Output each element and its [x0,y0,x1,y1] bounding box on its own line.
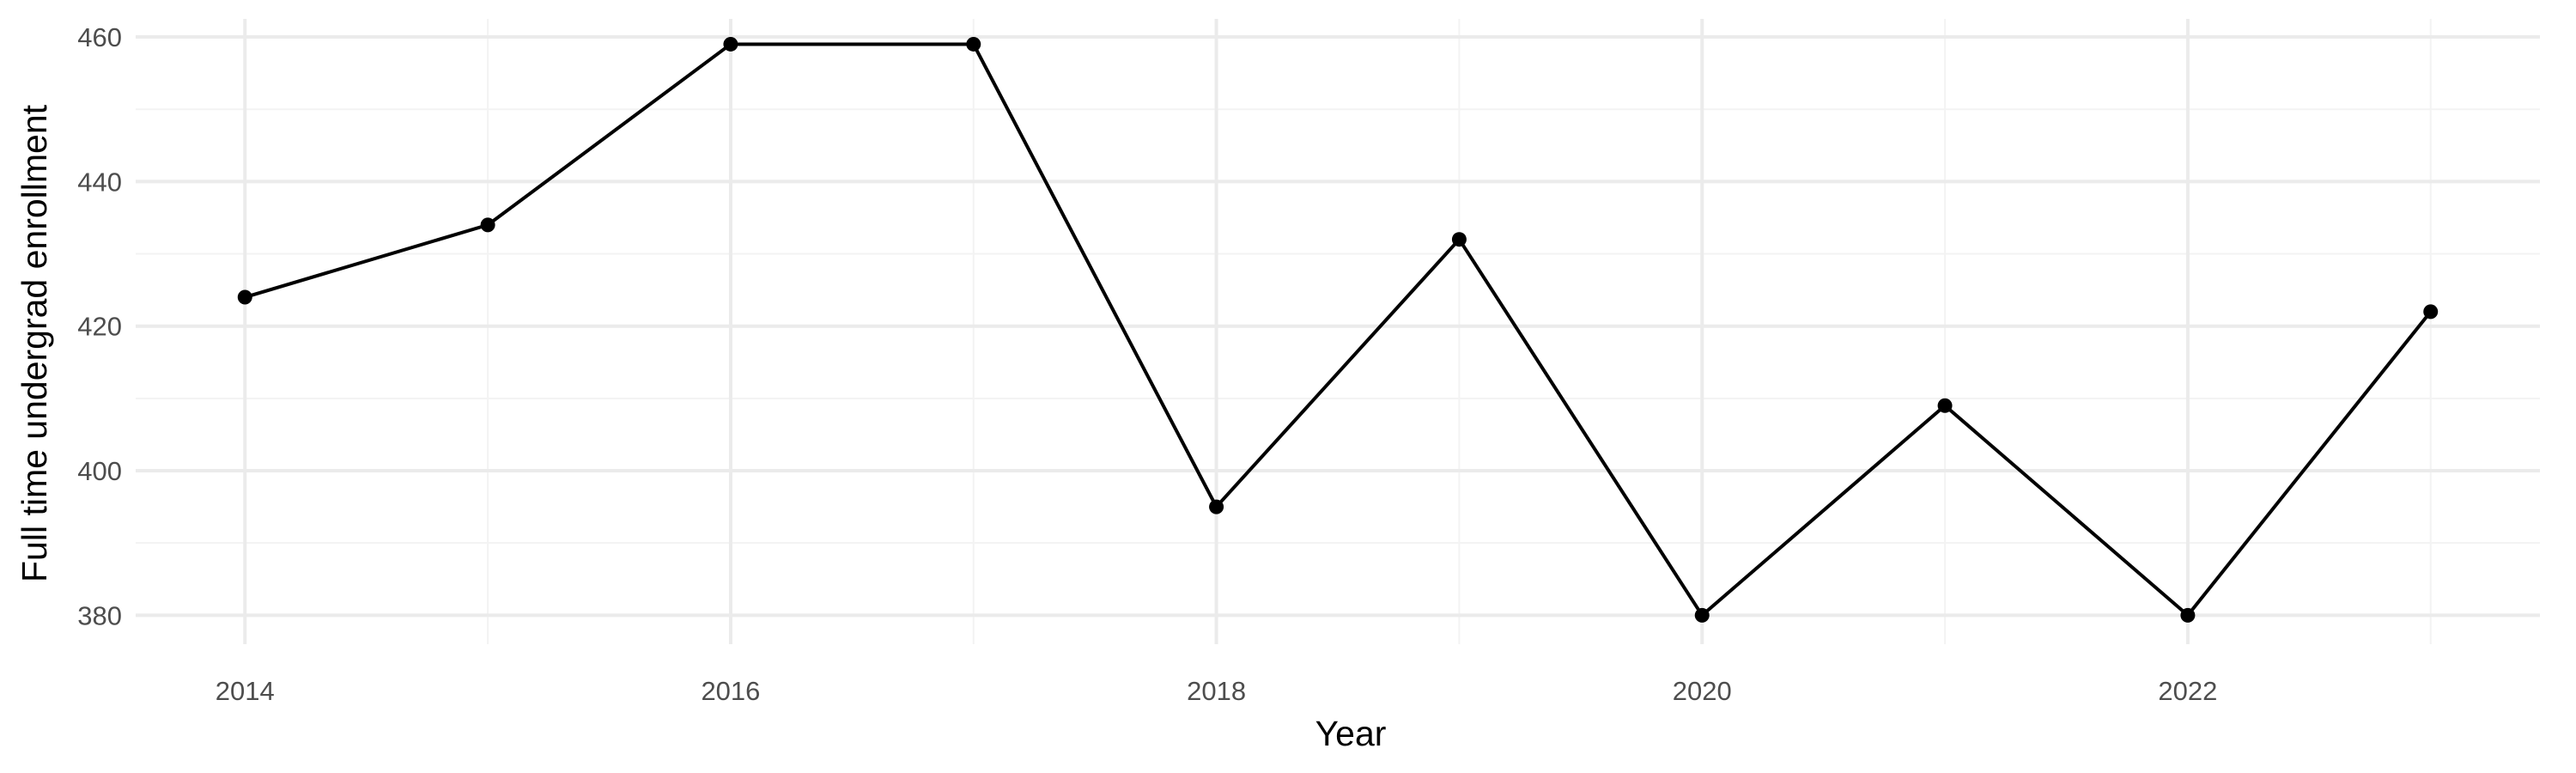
ticks-layer: 2014 2016 2018 2020 2022 380 400 420 440 460 [77,22,2217,706]
data-point-2015 [480,217,495,233]
series-layer [244,42,2433,618]
data-point-2019 [1451,232,1467,247]
grid-layer [136,19,2540,644]
y-tick-label: 420 [77,312,122,342]
data-point-2021 [1937,398,1953,413]
y-axis-title: Full time undergrad enrollment [15,104,54,582]
y-tick-label: 440 [77,167,122,197]
enrollment-line [244,42,2433,618]
x-axis-title: Year [1315,714,1387,753]
x-tick-label: 2018 [1187,676,1246,706]
y-tick-label: 380 [77,600,122,630]
x-tick-label: 2020 [1673,676,1732,706]
data-point-2014 [237,289,252,305]
data-point-2018 [1209,499,1224,514]
points-layer [237,36,2439,623]
y-tick-label: 460 [77,22,122,52]
y-tick-label: 400 [77,456,122,486]
x-tick-label: 2022 [2158,676,2217,706]
data-point-2016 [723,36,738,52]
data-point-2023 [2423,304,2439,320]
data-point-2020 [1694,607,1710,623]
data-point-2022 [2180,607,2196,623]
x-tick-label: 2016 [701,676,760,706]
x-tick-label: 2014 [216,676,275,706]
data-point-2017 [966,36,981,52]
